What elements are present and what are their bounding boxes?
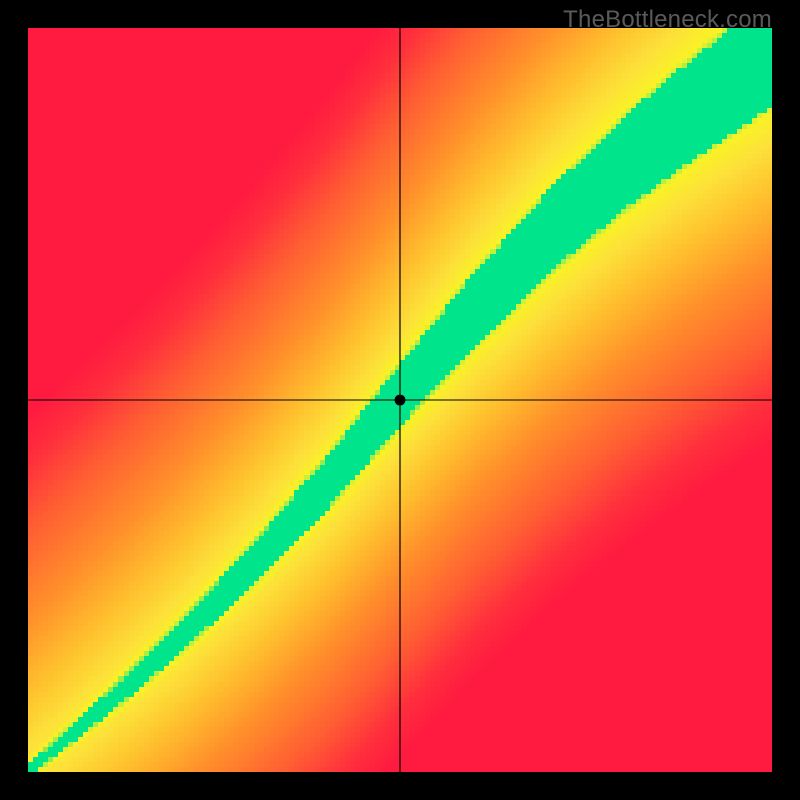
chart-container: TheBottleneck.com [0,0,800,800]
watermark-text: TheBottleneck.com [563,6,772,34]
bottleneck-heatmap [0,0,800,800]
